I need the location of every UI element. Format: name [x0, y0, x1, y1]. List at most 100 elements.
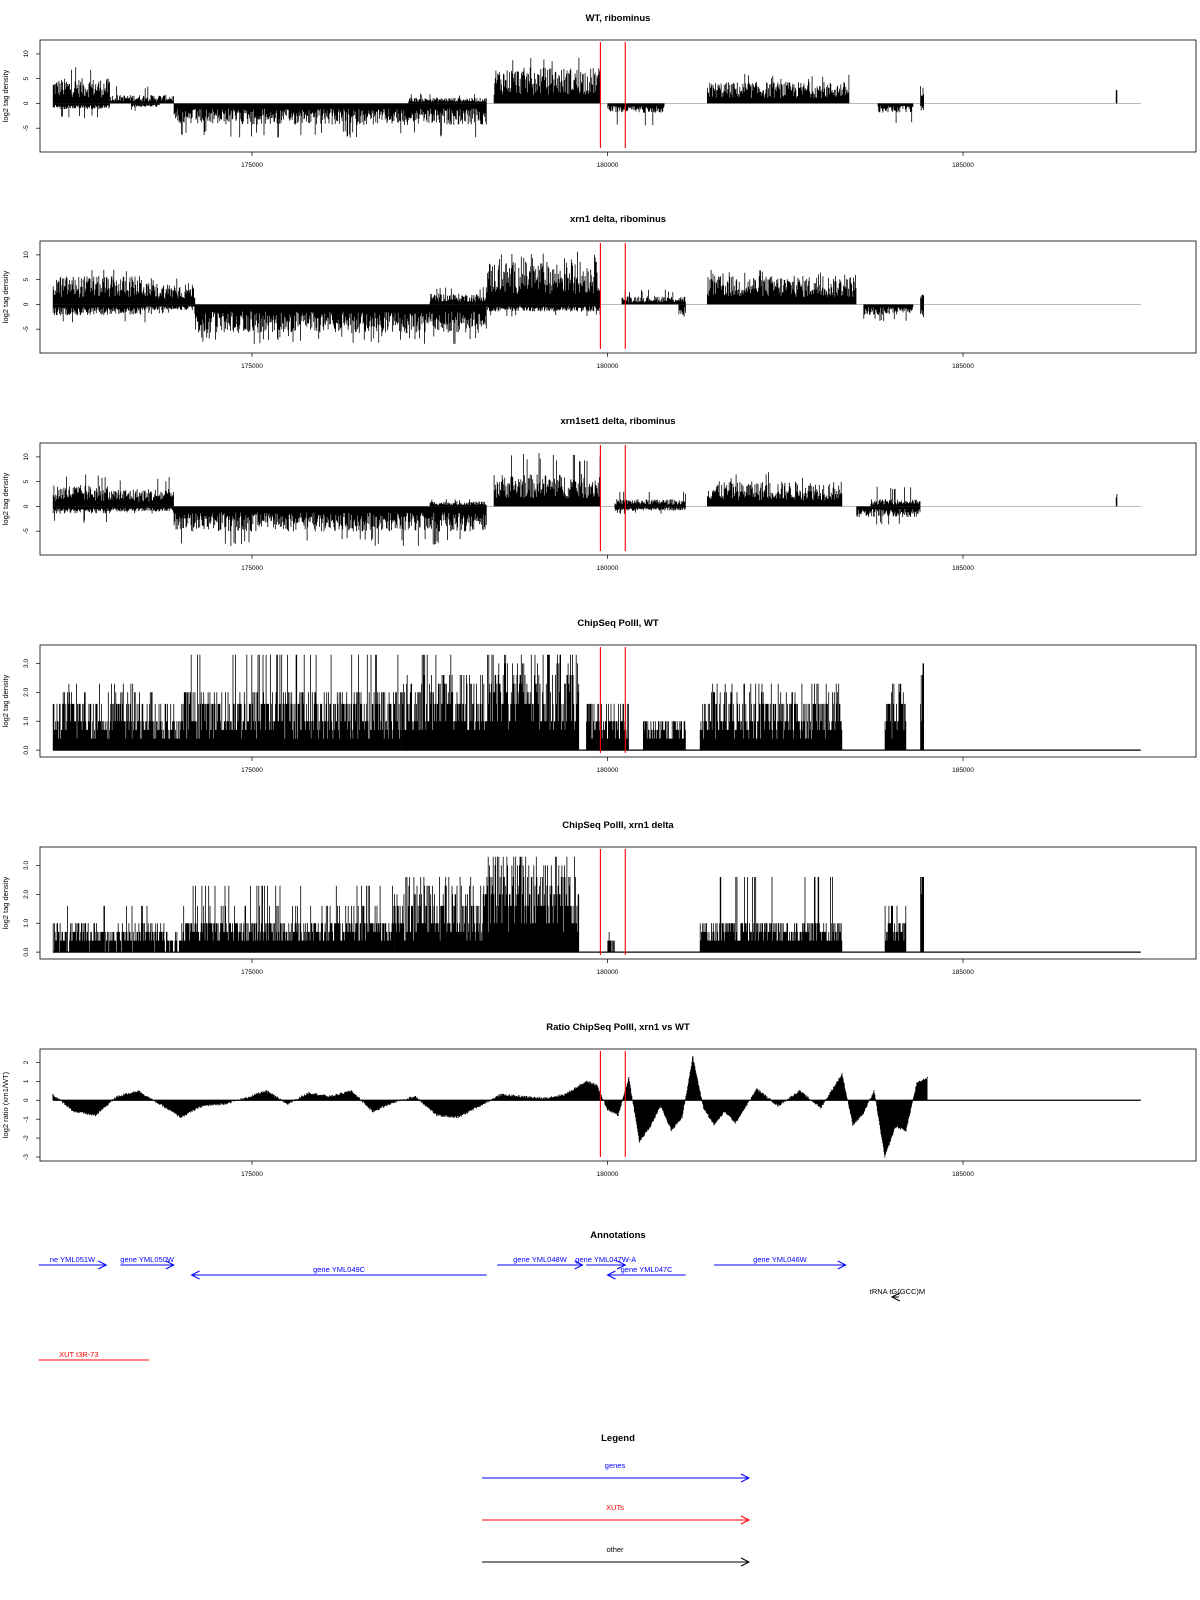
feature-arrowhead — [617, 1260, 627, 1270]
signal-segment — [52, 67, 110, 104]
x-tick-label: 185000 — [952, 363, 974, 370]
signal-bars — [920, 304, 924, 318]
plot-frame — [39, 644, 1197, 758]
signal-segment — [486, 654, 580, 751]
signal-bars — [52, 474, 110, 507]
y-tick-label: 10 — [23, 453, 30, 461]
y-tick-label: -1 — [23, 1116, 30, 1122]
ratio-point — [393, 1101, 395, 1103]
signal-bars — [401, 654, 487, 751]
signal-bars — [131, 103, 160, 111]
y-tick-label: -2 — [23, 1135, 30, 1141]
y-tick-label: 0 — [23, 1098, 30, 1102]
signal-segment — [180, 654, 402, 751]
x-tick-label: 175000 — [241, 969, 263, 976]
x-tick-label: 175000 — [241, 363, 263, 370]
ratio-point — [457, 1116, 459, 1118]
y-tick-label: -5 — [23, 125, 30, 131]
xut-label: XUT t3R-73 — [59, 1350, 98, 1359]
x-tick-label: 185000 — [952, 767, 974, 774]
y-axis-label: log2 tag density — [1, 270, 10, 323]
signal-segment — [52, 474, 110, 507]
signal-segment — [52, 103, 110, 119]
panel-title: Ratio ChipSeq PolII, xrn1 vs WT — [546, 1022, 690, 1033]
signal-segment — [586, 703, 629, 751]
signal-bars — [486, 251, 601, 305]
ratio-point — [201, 1105, 203, 1107]
signal-bars — [486, 654, 580, 751]
ratio-point — [414, 1095, 417, 1098]
signal-bars — [1115, 90, 1118, 104]
x-tick-label: 180000 — [597, 565, 619, 572]
ratio-point — [244, 1097, 246, 1099]
series-wt — [52, 57, 1141, 138]
signal-segment — [173, 103, 487, 138]
signal-bars — [643, 721, 686, 751]
y-tick-label: 5 — [23, 479, 30, 483]
legend-arrowhead — [740, 1473, 751, 1483]
gene-label: gene YML049C — [313, 1265, 366, 1274]
signal-segment — [707, 472, 843, 507]
signal-segment — [109, 477, 174, 507]
signal-bars — [173, 103, 487, 138]
signal-bars — [920, 103, 924, 111]
ratio-point — [649, 1126, 651, 1128]
feature-arrowhead — [98, 1260, 108, 1270]
plot-frame — [39, 1048, 1197, 1162]
gene-feature: gene YML047C — [606, 1265, 686, 1280]
signal-segment — [884, 905, 907, 953]
signal-segment — [1115, 90, 1118, 104]
panel-chip_wt: ChipSeq PolII, WT log2 tag density 0.0 1.0 2… — [1, 618, 1197, 774]
signal-segment — [699, 683, 843, 751]
feature-arrowhead — [574, 1260, 584, 1270]
ratio-point — [158, 1103, 161, 1105]
signal-bars — [180, 654, 402, 751]
signal-segment — [408, 93, 487, 104]
signal-bars — [678, 304, 686, 317]
y-axis-label: log2 tag density — [1, 674, 10, 727]
signal-segment — [863, 304, 914, 322]
ratio-point — [137, 1090, 139, 1092]
ratio-point — [713, 1124, 715, 1126]
signal-bars — [870, 486, 921, 507]
gene-label: gene YML047W-A — [575, 1255, 636, 1264]
x-tick-label: 180000 — [597, 767, 619, 774]
ratio-point — [222, 1103, 225, 1105]
x-tick-label: 180000 — [597, 1171, 619, 1178]
signal-segment — [920, 877, 924, 953]
signal-segment — [152, 703, 181, 751]
gene-feature: gene YML050W — [120, 1255, 175, 1270]
panel-title: ChipSeq PolII, WT — [577, 618, 658, 629]
legend-label: other — [606, 1545, 624, 1554]
ratio-point — [350, 1090, 353, 1092]
panel-ratio: Ratio ChipSeq PolII, xrn1 vs WT log2 rati… — [1, 1022, 1197, 1178]
x-tick-label: 180000 — [597, 162, 619, 169]
ratio-point — [329, 1095, 331, 1098]
ratio-point — [286, 1103, 289, 1105]
plot-frame — [39, 846, 1197, 960]
signal-segment — [707, 270, 857, 305]
gene-label: gene YML046W — [753, 1255, 808, 1264]
ratio-area — [52, 1057, 928, 1156]
ratio-point — [734, 1122, 737, 1124]
y-tick-label: 0 — [23, 302, 30, 306]
signal-bars — [614, 491, 686, 507]
signal-segment — [131, 103, 160, 111]
signal-segment — [643, 721, 686, 751]
signal-bars — [486, 304, 601, 317]
signal-bars — [884, 683, 907, 751]
panel-title: WT, ribominus — [586, 13, 651, 24]
signal-bars — [52, 67, 110, 104]
signal-segment — [52, 905, 167, 953]
signal-segment — [401, 654, 487, 751]
signal-segment — [109, 86, 174, 104]
y-tick-label: 3.0 — [23, 659, 30, 668]
signal-bars — [1115, 494, 1118, 507]
panel-wt: WT, ribominus log2 tag density -5 0 5 10 17500… — [1, 13, 1197, 169]
ratio-point — [265, 1090, 267, 1092]
signal-bars — [166, 931, 181, 953]
plot-frame — [39, 39, 1197, 153]
signal-segment — [173, 506, 487, 546]
signal-bars — [429, 499, 487, 507]
